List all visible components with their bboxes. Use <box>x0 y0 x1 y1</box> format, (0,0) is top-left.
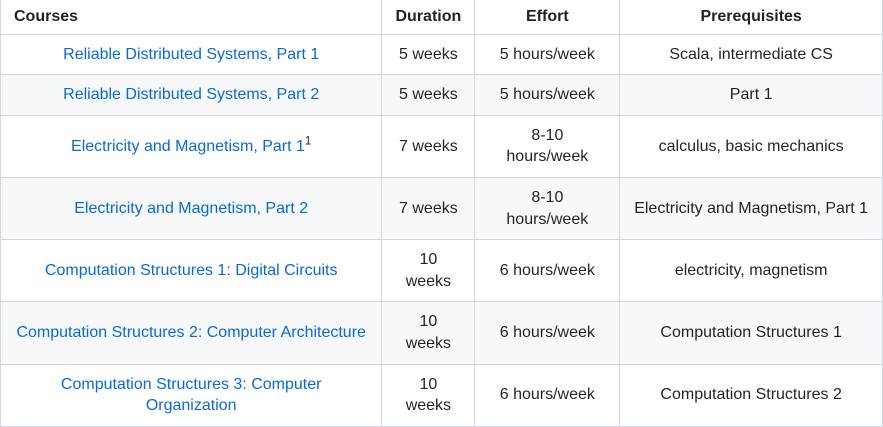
prerequisites-cell: Computation Structures 2 <box>619 363 883 427</box>
footnote-superscript: 1 <box>304 135 312 148</box>
duration-cell: 7 weeks <box>381 114 476 178</box>
course-link[interactable]: Reliable Distributed Systems, Part 1 <box>63 45 320 63</box>
course-cell: Reliable Distributed Systems, Part 2 <box>0 74 383 116</box>
course-link[interactable]: Computation Structures 1: Digital Circui… <box>44 261 338 279</box>
course-link[interactable]: Electricity and Magnetism, Part 1 <box>71 137 305 155</box>
prerequisites-cell: calculus, basic mechanics <box>619 114 883 178</box>
table-row: Computation Structures 1: Digital Circui… <box>0 239 883 303</box>
column-header-prerequisites: Prerequisites <box>619 0 883 35</box>
prerequisites-cell: Computation Structures 1 <box>619 301 883 365</box>
prerequisites-cell: Scala, intermediate CS <box>619 33 883 76</box>
course-cell: Computation Structures 2: Computer Archi… <box>0 301 383 365</box>
duration-cell: 10 weeks <box>381 301 476 365</box>
duration-cell: 5 weeks <box>381 33 476 76</box>
table-row: Computation Structures 3: Computer Organ… <box>0 363 883 427</box>
duration-cell: 5 weeks <box>381 74 476 116</box>
table-row: Reliable Distributed Systems, Part 1 5 w… <box>0 33 883 76</box>
effort-cell: 6 hours/week <box>474 301 621 365</box>
course-link[interactable]: Reliable Distributed Systems, Part 2 <box>63 86 320 104</box>
effort-cell: 6 hours/week <box>474 239 621 303</box>
duration-cell: 10 weeks <box>381 363 476 427</box>
column-header-effort: Effort <box>474 0 621 35</box>
table-row: Electricity and Magnetism, Part 11 7 wee… <box>0 114 883 178</box>
prerequisites-cell: Part 1 <box>619 74 883 116</box>
effort-cell: 5 hours/week <box>474 74 621 116</box>
course-link[interactable]: Computation Structures 2: Computer Archi… <box>16 324 366 342</box>
duration-cell: 7 weeks <box>381 176 476 241</box>
course-cell: Electricity and Magnetism, Part 2 <box>0 176 383 241</box>
header-row: Courses Duration Effort Prerequisites <box>0 0 883 35</box>
table-row: Computation Structures 2: Computer Archi… <box>0 301 883 365</box>
table-row: Electricity and Magnetism, Part 2 7 week… <box>0 176 883 241</box>
course-link[interactable]: Computation Structures 3: Computer Organ… <box>60 375 322 415</box>
table-row: Reliable Distributed Systems, Part 2 5 w… <box>0 74 883 116</box>
prerequisites-cell: electricity, magnetism <box>619 239 883 303</box>
course-cell: Computation Structures 3: Computer Organ… <box>0 363 383 427</box>
course-cell: Computation Structures 1: Digital Circui… <box>0 239 383 303</box>
duration-cell: 10 weeks <box>381 239 476 303</box>
column-header-duration: Duration <box>381 0 476 35</box>
effort-cell: 6 hours/week <box>474 363 621 427</box>
effort-cell: 8-10 hours/week <box>474 176 621 241</box>
column-header-courses: Courses <box>0 0 383 35</box>
course-cell: Reliable Distributed Systems, Part 1 <box>0 33 383 76</box>
prerequisites-cell: Electricity and Magnetism, Part 1 <box>619 176 883 241</box>
course-link[interactable]: Electricity and Magnetism, Part 2 <box>74 199 309 217</box>
effort-cell: 8-10 hours/week <box>474 114 621 178</box>
course-cell: Electricity and Magnetism, Part 11 <box>0 114 383 178</box>
effort-cell: 5 hours/week <box>474 33 621 76</box>
